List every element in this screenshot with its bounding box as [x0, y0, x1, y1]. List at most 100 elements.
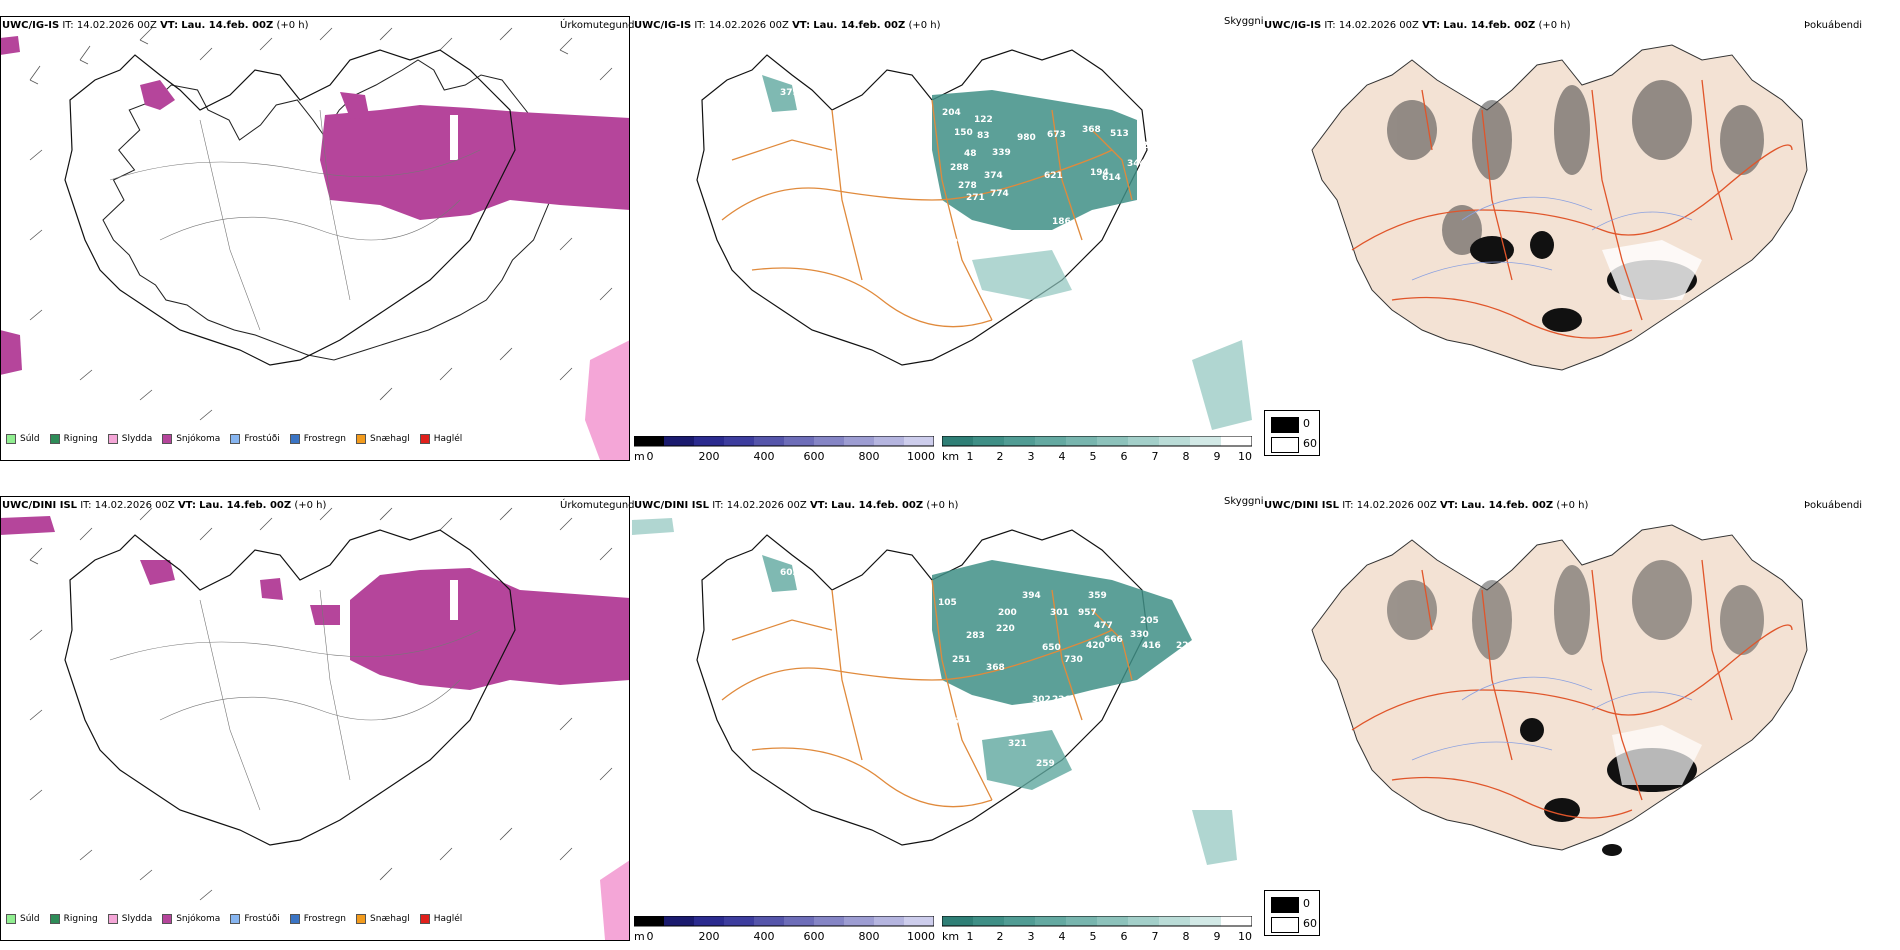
vis-label: 251	[952, 655, 971, 665]
visibility-map: 379 39 204 122 150 83 980 673 368 513 23…	[696, 49, 1252, 430]
colorbar-tick: 5	[1089, 930, 1097, 943]
colorbar-tick: 10	[1238, 930, 1252, 943]
visibility-colorbar-labels: km 1 2 3 4 5 6 7 8 9 10	[942, 450, 1252, 464]
vis-label: 344	[1127, 159, 1146, 169]
vis-label: 339	[992, 148, 1011, 158]
vis-label: 288	[950, 163, 969, 173]
vis-label: 220	[996, 624, 1015, 634]
precip-legend: Súld Rigning Slydda Snjókoma Frostúði Fr…	[6, 432, 472, 446]
fog-map	[1311, 524, 1808, 856]
vis-label: 321	[1008, 739, 1027, 749]
colorbar-unit: m	[634, 930, 645, 943]
fog-legend-swatch-high	[1271, 417, 1299, 433]
vis-label: 980	[1017, 133, 1036, 143]
colorbar-unit: km	[942, 930, 960, 943]
vis-label: 673	[1047, 130, 1066, 140]
visibility-colorbar-ramp	[942, 436, 1252, 447]
colorbar-tick: 200	[698, 930, 720, 943]
vis-label: 666	[1104, 635, 1123, 645]
vis-label: 259	[1036, 759, 1055, 769]
panel-title: Þokuábendi	[1804, 500, 1863, 511]
height-colorbar-ramp	[634, 436, 934, 447]
precip-panel-bottom: UWC/DINI ISL IT: 14.02.2026 00Z VT: Lau.…	[0, 480, 635, 941]
vis-label: 477	[1094, 621, 1113, 631]
colorbar-tick: 200	[698, 450, 720, 463]
colorbar-tick: 6	[1120, 930, 1128, 943]
colorbar-tick: 1	[966, 930, 974, 943]
colorbar-unit: m	[634, 450, 645, 463]
vis-label: 272	[952, 238, 971, 248]
legend-item: Snjókoma	[162, 914, 220, 924]
panel-header: UWC/IG-IS IT: 14.02.2026 00Z VT: Lau. 14…	[634, 20, 941, 31]
colorbar-tick: 10	[1238, 450, 1252, 463]
vis-label: 204	[942, 108, 961, 118]
vis-label: 420	[1086, 641, 1105, 651]
panel-title: Úrkomutegund	[560, 20, 635, 31]
vis-label: 226	[1052, 695, 1071, 705]
vis-label: 48	[964, 149, 977, 159]
height-colorbar-labels: m 0 200 400 600 800 1000	[634, 450, 935, 464]
vis-label: 239	[1142, 141, 1161, 151]
legend-item: Snæhagl	[356, 434, 410, 444]
colorbar-tick: 600	[803, 450, 825, 463]
panel-header: UWC/IG-IS IT: 14.02.2026 00Z VT: Lau. 14…	[2, 20, 309, 31]
vis-label: 359	[1088, 591, 1107, 601]
fog-legend: 0 60	[1264, 890, 1320, 936]
vis-label: 352	[1192, 183, 1211, 193]
colorbar-tick: 1000	[907, 930, 935, 943]
vis-label: 774	[990, 189, 1009, 199]
legend-item: Haglél	[419, 914, 462, 924]
colorbar-tick: 2	[996, 930, 1004, 943]
height-colorbar-ramp	[634, 916, 934, 927]
colorbar-tick: 1000	[907, 450, 935, 463]
colorbar-tick: 400	[753, 450, 775, 463]
precip-panel-top: UWC/IG-IS IT: 14.02.2026 00Z VT: Lau. 14…	[0, 0, 635, 461]
vis-label: 165	[946, 717, 965, 727]
vis-label: 39	[782, 153, 795, 163]
colorbar-tick: 9	[1213, 450, 1221, 463]
panel-title: Skyggni	[1224, 16, 1264, 27]
panel-title: Úrkomutegund	[560, 500, 635, 511]
legend-item: Snæhagl	[356, 914, 410, 924]
colorbar-tick: 600	[803, 930, 825, 943]
vis-label: 83	[977, 131, 990, 141]
panel-header: UWC/IG-IS IT: 14.02.2026 00Z VT: Lau. 14…	[1264, 20, 1571, 31]
visibility-map: 602 440 237 105 394 359 200 301 957 205 …	[632, 518, 1237, 865]
vis-label: 229	[1176, 641, 1195, 651]
panel-title: Þokuábendi	[1804, 20, 1863, 31]
fog-legend-swatch-low	[1271, 917, 1299, 933]
legend-item: Frostregn	[289, 914, 346, 924]
fog-legend-high: 0	[1303, 417, 1310, 430]
legend-item: Snjókoma	[162, 434, 220, 444]
colorbar-unit: km	[942, 450, 960, 463]
legend-item: Rigning	[49, 914, 98, 924]
vis-label: 122	[974, 115, 993, 125]
vis-label: 237	[894, 625, 913, 635]
fog-panel-top: UWC/IG-IS IT: 14.02.2026 00Z VT: Lau. 14…	[1262, 0, 1892, 460]
vis-label: 957	[1078, 608, 1097, 618]
vis-label: 42	[892, 243, 905, 253]
fog-legend-swatch-low	[1271, 437, 1299, 453]
vis-label: 614	[1102, 173, 1121, 183]
colorbar-tick: 0	[646, 930, 654, 943]
vis-label: 730	[1064, 655, 1083, 665]
vis-label: 302	[1032, 695, 1051, 705]
panel-title: Skyggni	[1224, 496, 1264, 507]
precip-map	[0, 27, 630, 460]
fog-panel-bottom: UWC/DINI ISL IT: 14.02.2026 00Z VT: Lau.…	[1262, 480, 1892, 940]
colorbar-tick: 1	[966, 450, 974, 463]
vis-label: 394	[1022, 591, 1041, 601]
colorbar-tick: 7	[1151, 930, 1159, 943]
colorbar-tick: 3	[1027, 450, 1035, 463]
vis-label: 379	[780, 88, 799, 98]
fog-legend-low: 60	[1303, 917, 1317, 930]
legend-item: Frostúði	[230, 914, 280, 924]
fog-map	[1311, 44, 1808, 371]
fog-legend-swatch-high	[1271, 897, 1299, 913]
legend-item: Súld	[6, 914, 40, 924]
vis-label: 330	[1130, 630, 1149, 640]
legend-item: Slydda	[107, 434, 152, 444]
panel-header: UWC/DINI ISL IT: 14.02.2026 00Z VT: Lau.…	[1264, 500, 1589, 511]
vis-label: 368	[1082, 125, 1101, 135]
vis-label: 287	[1084, 765, 1103, 775]
